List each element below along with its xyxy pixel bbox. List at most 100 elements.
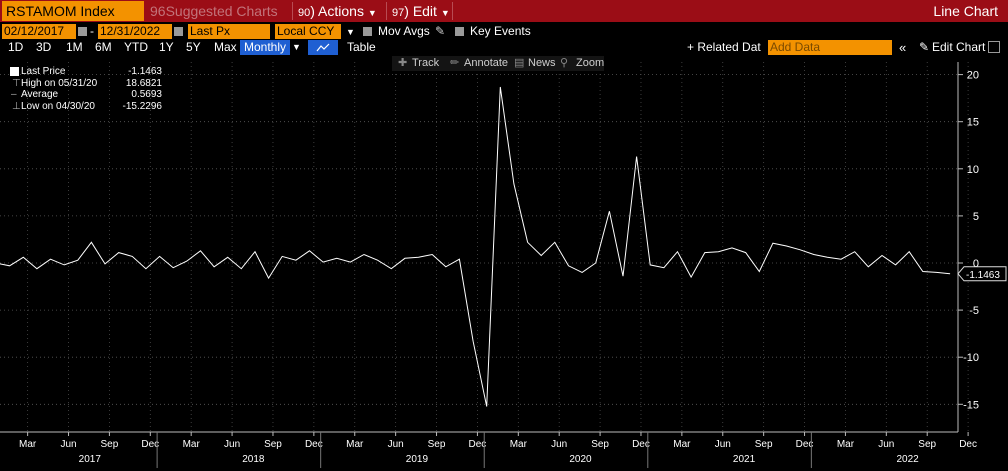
high-marker-icon: ⊤: [12, 77, 21, 89]
x-tick-label: Mar: [510, 439, 528, 450]
legend-avg-value: 0.5693: [131, 89, 162, 100]
suggested-charts-label: Suggested Charts: [165, 3, 278, 19]
currency-select[interactable]: Local CCY: [275, 24, 341, 39]
actions-menu[interactable]: 90) Actions ▼: [298, 3, 377, 19]
end-date-field[interactable]: 12/31/2022: [98, 24, 172, 39]
period-5y[interactable]: 5Y: [186, 40, 201, 54]
divider: [386, 2, 387, 20]
calendar-icon[interactable]: [174, 27, 183, 36]
x-tick-label: Dec: [141, 439, 159, 450]
mov-avgs-label: Mov Avgs: [378, 24, 430, 38]
mov-avgs-checkbox[interactable]: [363, 27, 372, 36]
y-tick-label: 15: [967, 117, 979, 129]
legend-last-price: Last Price -1.1463: [8, 66, 162, 78]
expand-icon[interactable]: [988, 41, 1000, 53]
period-ytd[interactable]: YTD: [124, 40, 148, 54]
chart-grid: [0, 62, 969, 432]
news-icon: ▤: [514, 57, 525, 69]
x-tick-label: Jun: [224, 439, 240, 450]
add-data-input[interactable]: Add Data: [768, 40, 892, 55]
x-tick-label: Sep: [101, 439, 119, 450]
year-label: 2018: [242, 454, 265, 465]
period-6m[interactable]: 6M: [95, 40, 112, 54]
x-tick-label: Dec: [469, 439, 487, 450]
x-tick-label: Mar: [837, 439, 855, 450]
x-tick-label: Jun: [715, 439, 731, 450]
pencil-icon[interactable]: ✎: [435, 24, 446, 38]
y-tick-label: 10: [967, 164, 979, 176]
annotate-button[interactable]: Annotate: [464, 57, 509, 69]
zoom-button[interactable]: Zoom: [576, 57, 605, 69]
legend-last-label: Last Price: [21, 66, 66, 77]
edit-label: Edit: [412, 3, 437, 19]
series-line: [0, 86, 951, 407]
x-tick-label: Jun: [878, 439, 894, 450]
legend-high-label: High on 05/31/20: [21, 77, 98, 89]
pencil-icon[interactable]: ✎: [919, 40, 930, 54]
related-data-button[interactable]: + Related Dat: [687, 40, 761, 54]
track-button[interactable]: Track: [412, 57, 440, 69]
y-axis: 20 15 10 5 0 -5 -10 -15: [957, 62, 979, 432]
period-3d[interactable]: 3D: [36, 40, 52, 54]
date-dash: -: [90, 24, 94, 38]
line-chart-icon[interactable]: [308, 40, 338, 55]
period-max[interactable]: Max: [214, 40, 237, 54]
x-tick-label: Sep: [264, 439, 282, 450]
legend-average: – Average 0.5693: [8, 89, 162, 101]
edit-chart-button[interactable]: Edit Chart: [932, 40, 986, 54]
last-value-marker: -1.1463: [957, 266, 1007, 282]
x-tick-label: Dec: [796, 439, 814, 450]
frequency-select[interactable]: Monthly: [240, 40, 291, 55]
period-1m[interactable]: 1M: [66, 40, 83, 54]
x-tick-label: Mar: [19, 439, 37, 450]
x-tick-label: Jun: [551, 439, 567, 450]
chevron-down-icon[interactable]: ▼: [346, 27, 355, 37]
x-axis: Mar Jun Sep Dec Mar Jun Sep Dec Mar Jun Sep Dec Mar J…: [0, 431, 977, 468]
legend-high-value: 18.6821: [125, 77, 162, 89]
y-tick-label: -5: [969, 305, 979, 317]
news-button[interactable]: News: [528, 57, 556, 69]
table-button[interactable]: Table: [347, 40, 376, 54]
chevron-down-icon: ▼: [367, 8, 377, 18]
legend-last-value: -1.1463: [128, 66, 162, 77]
average-marker-icon: –: [11, 89, 17, 100]
field-select[interactable]: Last Px: [188, 24, 270, 39]
crosshair-icon: ✚: [398, 57, 408, 69]
suggested-charts-menu[interactable]: 96Suggested Charts: [150, 0, 278, 22]
collapse-icon[interactable]: «: [899, 40, 907, 55]
y-tick-label: 20: [967, 70, 979, 82]
start-date-field[interactable]: 02/12/2017: [2, 24, 76, 39]
key-events-checkbox[interactable]: [455, 27, 464, 36]
chart-type-label: Line Chart: [933, 3, 998, 19]
legend-swatch: [10, 67, 19, 76]
magnifier-icon: ⚲: [560, 57, 569, 69]
last-value-box: [957, 266, 1007, 282]
year-label: 2019: [406, 454, 429, 465]
divider: [292, 2, 293, 20]
y-tick-label: -10: [963, 352, 979, 364]
header-bar: RSTAMOM Index 96Suggested Charts 90) Act…: [0, 0, 1008, 22]
ticker-field[interactable]: RSTAMOM Index: [2, 1, 144, 21]
period-1y[interactable]: 1Y: [159, 40, 174, 54]
year-label: 2022: [896, 454, 919, 465]
key-events-label: Key Events: [470, 24, 531, 38]
line-chart[interactable]: 20 15 10 5 0 -5 -10 -15 Mar Jun Sep Dec Mar Jun Sep De…: [0, 56, 1008, 471]
x-tick-label: Mar: [673, 439, 691, 450]
legend: Last Price -1.1463 ⊤ High on 05/31/20 18…: [8, 66, 162, 112]
edit-menu[interactable]: 97) Edit ▼: [392, 3, 450, 19]
suggested-num: 96: [150, 3, 166, 19]
pen-icon: ✏: [450, 57, 460, 69]
chevron-down-icon[interactable]: ▼: [292, 42, 301, 52]
x-tick-label: Sep: [755, 439, 773, 450]
x-tick-label: Dec: [959, 439, 977, 450]
x-tick-label: Jun: [60, 439, 76, 450]
actions-label: Actions: [318, 3, 364, 19]
edit-num: 97: [392, 7, 405, 19]
x-tick-label: Sep: [428, 439, 446, 450]
actions-num: 90: [298, 7, 311, 19]
calendar-icon[interactable]: [78, 27, 87, 36]
period-row: 1D 3D 1M 6M YTD 1Y 5Y Max Monthly ▼ Tabl…: [0, 40, 1008, 56]
year-label: 2017: [79, 454, 102, 465]
x-tick-label: Mar: [183, 439, 201, 450]
period-1d[interactable]: 1D: [8, 40, 24, 54]
